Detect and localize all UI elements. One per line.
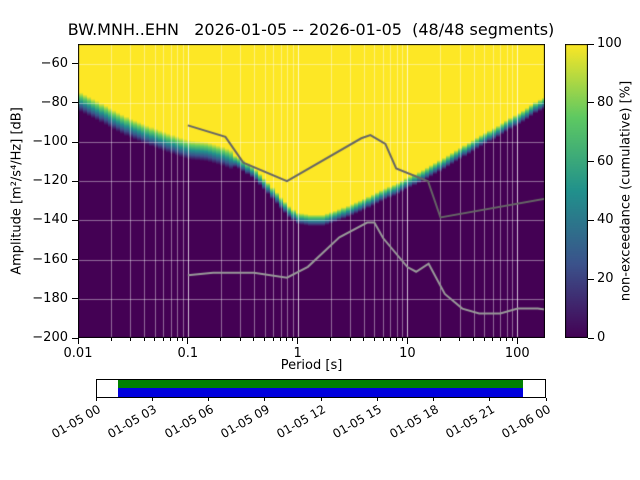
timeline-date-label: 01-05 12 xyxy=(274,402,328,442)
x-minor-tick-mark xyxy=(286,338,288,341)
y-tick-mark xyxy=(72,63,78,65)
x-minor-tick-mark xyxy=(143,338,145,341)
timeline-tick-mark xyxy=(433,398,434,401)
y-tick-label: −120 xyxy=(32,173,68,189)
y-tick-label: −160 xyxy=(32,251,68,267)
y-tick-mark xyxy=(72,180,78,182)
x-minor-tick-mark xyxy=(154,338,156,341)
y-tick-mark xyxy=(72,337,78,339)
x-tick-label: 100 xyxy=(504,346,530,361)
x-tick-label: 1 xyxy=(293,346,302,361)
colorbar-tick-mark xyxy=(588,102,594,104)
x-tick-label: 0.01 xyxy=(63,346,93,361)
colorbar-tick-label: 40 xyxy=(597,212,614,228)
x-tick-mark xyxy=(406,338,408,344)
colorbar-tick-mark xyxy=(588,43,594,45)
timeline-date-label: 01-05 00 xyxy=(49,402,103,442)
x-minor-tick-mark xyxy=(170,338,172,341)
colorbar-tick-label: 20 xyxy=(597,271,614,287)
x-minor-tick-mark xyxy=(330,338,332,341)
y-tick-mark xyxy=(72,219,78,221)
y-tick-mark xyxy=(72,102,78,104)
x-minor-tick-mark xyxy=(349,338,351,341)
plot-title: BW.MNH..EHN 2026-01-05 -- 2026-01-05 (48… xyxy=(67,20,555,39)
x-minor-tick-mark xyxy=(506,338,508,341)
colorbar-tick-mark xyxy=(588,278,594,280)
timeline-tick-mark xyxy=(208,398,209,401)
timeline-tick-mark xyxy=(489,398,491,401)
x-minor-tick-mark xyxy=(292,338,294,341)
colorbar-tick-mark xyxy=(588,161,594,163)
x-minor-tick-mark xyxy=(162,338,164,341)
y-tick-label: −100 xyxy=(32,134,68,149)
x-minor-tick-mark xyxy=(264,338,266,341)
x-minor-tick-mark xyxy=(511,338,513,341)
timeline-date-label: 01-05 18 xyxy=(386,402,441,442)
x-axis-label: Period [s] xyxy=(280,358,343,373)
y-tick-label: −200 xyxy=(32,330,68,345)
x-minor-tick-mark xyxy=(220,338,222,341)
timeline-bar xyxy=(96,379,546,398)
y-tick-mark xyxy=(72,298,78,300)
timeline-date-label: 01-05 15 xyxy=(330,402,385,442)
colorbar-tick-label: 80 xyxy=(597,94,614,110)
timeline-date-label: 01-05 06 xyxy=(161,402,216,442)
x-minor-tick-mark xyxy=(483,338,485,341)
colorbar-tick-mark xyxy=(588,337,594,339)
x-minor-tick-mark xyxy=(382,338,384,341)
timeline-tick-mark xyxy=(151,398,153,401)
x-tick-mark xyxy=(77,338,79,344)
colorbar-canvas xyxy=(565,44,588,338)
ppsd-heatmap-canvas xyxy=(78,44,545,338)
x-minor-tick-mark xyxy=(182,338,184,341)
timeline-tick-mark xyxy=(95,398,97,401)
timeline-tick-mark xyxy=(264,398,266,401)
x-minor-tick-mark xyxy=(176,338,178,341)
timeline-coverage-bottom-bar xyxy=(118,388,523,397)
x-minor-tick-mark xyxy=(492,338,494,341)
y-tick-label: −140 xyxy=(32,212,68,228)
colorbar-tick-label: 0 xyxy=(597,330,606,345)
y-tick-mark xyxy=(72,141,78,143)
timeline-coverage-top-bar xyxy=(118,380,523,388)
y-tick-label: −60 xyxy=(40,55,68,71)
y-tick-label: −80 xyxy=(40,94,68,110)
x-tick-mark xyxy=(516,338,518,344)
timeline-tick-mark xyxy=(376,398,378,401)
x-minor-tick-mark xyxy=(129,338,131,341)
timeline-tick-mark xyxy=(545,398,547,401)
y-tick-mark xyxy=(72,259,78,261)
x-minor-tick-mark xyxy=(389,338,391,341)
x-minor-tick-mark xyxy=(239,338,241,341)
x-minor-tick-mark xyxy=(363,338,365,341)
timeline-date-label: 01-05 21 xyxy=(443,402,497,442)
x-minor-tick-mark xyxy=(439,338,441,341)
x-tick-label: 0.1 xyxy=(177,346,199,361)
x-minor-tick-mark xyxy=(253,338,255,341)
x-tick-label: 10 xyxy=(399,346,416,361)
x-tick-mark xyxy=(187,338,189,344)
y-axis-label: Amplitude [m²/s⁴/Hz] [dB] xyxy=(9,107,25,275)
x-minor-tick-mark xyxy=(401,338,403,341)
y-tick-label: −180 xyxy=(32,290,68,306)
x-tick-mark xyxy=(297,338,299,344)
x-minor-tick-mark xyxy=(280,338,282,341)
x-minor-tick-mark xyxy=(110,338,112,341)
timeline-date-label: 01-05 03 xyxy=(105,402,160,442)
timeline-date-label: 01-05 09 xyxy=(218,402,272,442)
x-minor-tick-mark xyxy=(459,338,461,341)
x-minor-tick-mark xyxy=(499,338,501,341)
x-minor-tick-mark xyxy=(373,338,375,341)
colorbar-label: non-exceedance (cumulative) [%] xyxy=(618,80,634,302)
x-minor-tick-mark xyxy=(396,338,398,341)
colorbar-tick-mark xyxy=(588,219,594,221)
x-minor-tick-mark xyxy=(272,338,274,341)
timeline-tick-mark xyxy=(320,398,322,401)
timeline-date-label: 01-06 00 xyxy=(499,402,553,442)
x-minor-tick-mark xyxy=(473,338,475,341)
colorbar-tick-label: 60 xyxy=(597,153,614,169)
colorbar-tick-label: 100 xyxy=(597,36,622,51)
